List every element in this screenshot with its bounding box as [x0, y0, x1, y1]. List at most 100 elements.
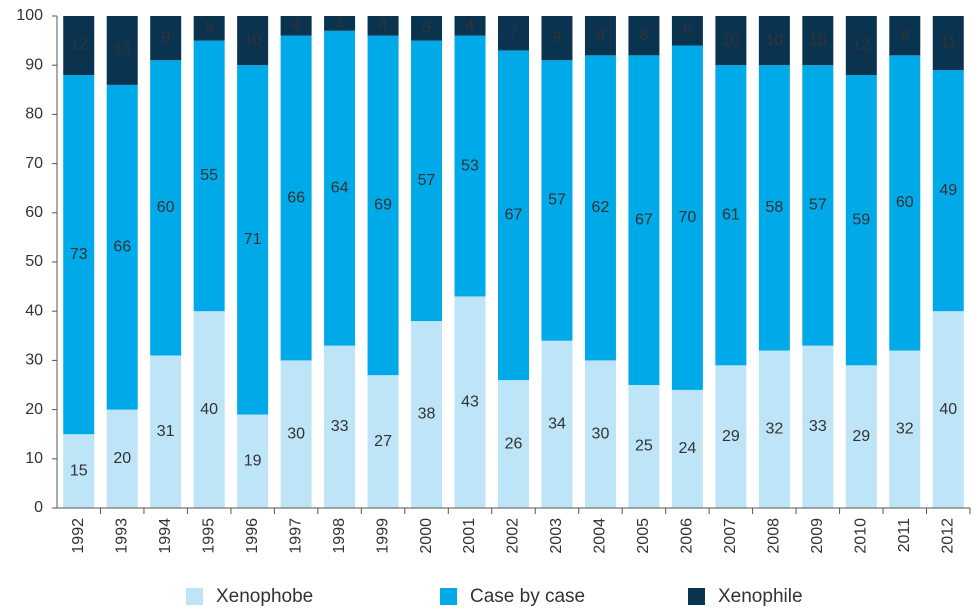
data-label: 4	[292, 17, 301, 34]
data-label: 12	[70, 37, 88, 54]
bar-segment	[411, 321, 443, 508]
x-tick-label: 2009	[809, 518, 826, 554]
bar-segment	[541, 16, 573, 61]
data-label: 57	[809, 197, 827, 214]
y-tick-label: 20	[25, 401, 43, 418]
data-label: 32	[765, 420, 783, 437]
bar-segment	[63, 16, 95, 76]
x-tick-label: 2012	[939, 518, 956, 554]
x-tick-label: 1995	[200, 518, 217, 554]
data-label: 10	[765, 32, 783, 49]
y-tick-label: 90	[25, 56, 43, 73]
data-label: 64	[331, 179, 349, 196]
bar-segment	[454, 296, 486, 508]
x-tick-label: 1992	[70, 518, 87, 554]
bar-segment	[237, 414, 269, 508]
bar-segment	[193, 40, 225, 312]
data-label: 53	[461, 157, 479, 174]
bar-segment	[802, 345, 834, 508]
data-label: 9	[553, 29, 562, 46]
bar-segment	[541, 340, 573, 508]
bar-segment	[758, 16, 790, 66]
bar-segment	[758, 65, 790, 351]
data-label: 26	[505, 435, 523, 452]
data-label: 69	[374, 197, 392, 214]
data-label: 59	[852, 211, 870, 228]
bar-segment	[106, 84, 138, 410]
bar-segment	[584, 16, 616, 56]
data-label: 33	[331, 418, 349, 435]
bar-segment	[150, 60, 182, 356]
x-tick-label: 1998	[331, 518, 348, 554]
bar-segment	[671, 16, 703, 46]
data-label: 57	[418, 172, 436, 189]
bar-segment	[715, 16, 747, 66]
bar-segment	[932, 70, 964, 312]
bar-segment	[367, 375, 399, 508]
bar-segment	[845, 16, 877, 76]
y-tick-label: 10	[25, 450, 43, 467]
data-label: 5	[205, 20, 214, 37]
data-label: 20	[113, 450, 131, 467]
x-tick-label: 1997	[287, 518, 304, 554]
y-tick-label: 60	[25, 204, 43, 221]
x-tick-label: 2001	[461, 518, 478, 554]
x-tick-label: 2011	[896, 518, 913, 553]
data-label: 57	[548, 192, 566, 209]
data-label: 67	[635, 211, 653, 228]
bar-segment	[193, 311, 225, 508]
bar-segment	[454, 35, 486, 297]
bar-segment	[280, 35, 312, 361]
bar-segment	[758, 350, 790, 508]
bar-segment	[628, 16, 660, 56]
data-label: 10	[809, 32, 827, 49]
bar-segment	[280, 360, 312, 508]
data-label: 10	[244, 32, 262, 49]
bar-segment	[889, 55, 921, 351]
bar-segment	[671, 45, 703, 390]
data-label: 60	[157, 199, 175, 216]
legend-swatch	[440, 588, 457, 605]
y-tick-label: 0	[34, 499, 43, 516]
data-label: 33	[809, 418, 827, 435]
x-tick-label: 2003	[548, 518, 565, 554]
data-label: 43	[461, 393, 479, 410]
data-label: 10	[722, 32, 740, 49]
data-label: 19	[244, 452, 262, 469]
x-tick-label: 2002	[505, 518, 522, 554]
data-label: 71	[244, 231, 262, 248]
data-label: 49	[939, 182, 957, 199]
bar-segment	[324, 30, 356, 346]
bar-segment	[63, 75, 95, 435]
x-tick-label: 2006	[679, 518, 696, 554]
data-label: 8	[596, 27, 605, 44]
bar-segment	[498, 380, 529, 508]
data-label: 8	[639, 27, 648, 44]
x-tick-label: 2010	[853, 518, 870, 554]
bar-segment	[411, 40, 443, 322]
legend-label: Xenophobe	[216, 586, 313, 607]
data-label: 8	[900, 27, 909, 44]
data-label: 27	[374, 433, 392, 450]
bar-segment	[932, 16, 964, 71]
bar-segment	[802, 16, 834, 66]
data-label: 4	[379, 17, 388, 34]
data-label: 66	[113, 238, 131, 255]
x-tick-label: 2004	[592, 518, 609, 554]
bar-segment	[193, 16, 225, 41]
bar-segment	[324, 16, 356, 31]
x-tick-label: 1996	[244, 518, 261, 554]
bar-segment	[237, 65, 269, 415]
data-label: 15	[70, 462, 88, 479]
data-label: 11	[940, 34, 957, 51]
x-tick-label: 2008	[766, 518, 783, 554]
data-label: 30	[592, 425, 610, 442]
bar-segment	[628, 55, 660, 386]
bar-segment	[715, 365, 747, 508]
data-label: 61	[722, 206, 740, 223]
bar-segment	[367, 16, 399, 36]
legend-swatch	[186, 588, 203, 605]
data-label: 40	[939, 401, 957, 418]
bar-segment	[63, 434, 95, 508]
